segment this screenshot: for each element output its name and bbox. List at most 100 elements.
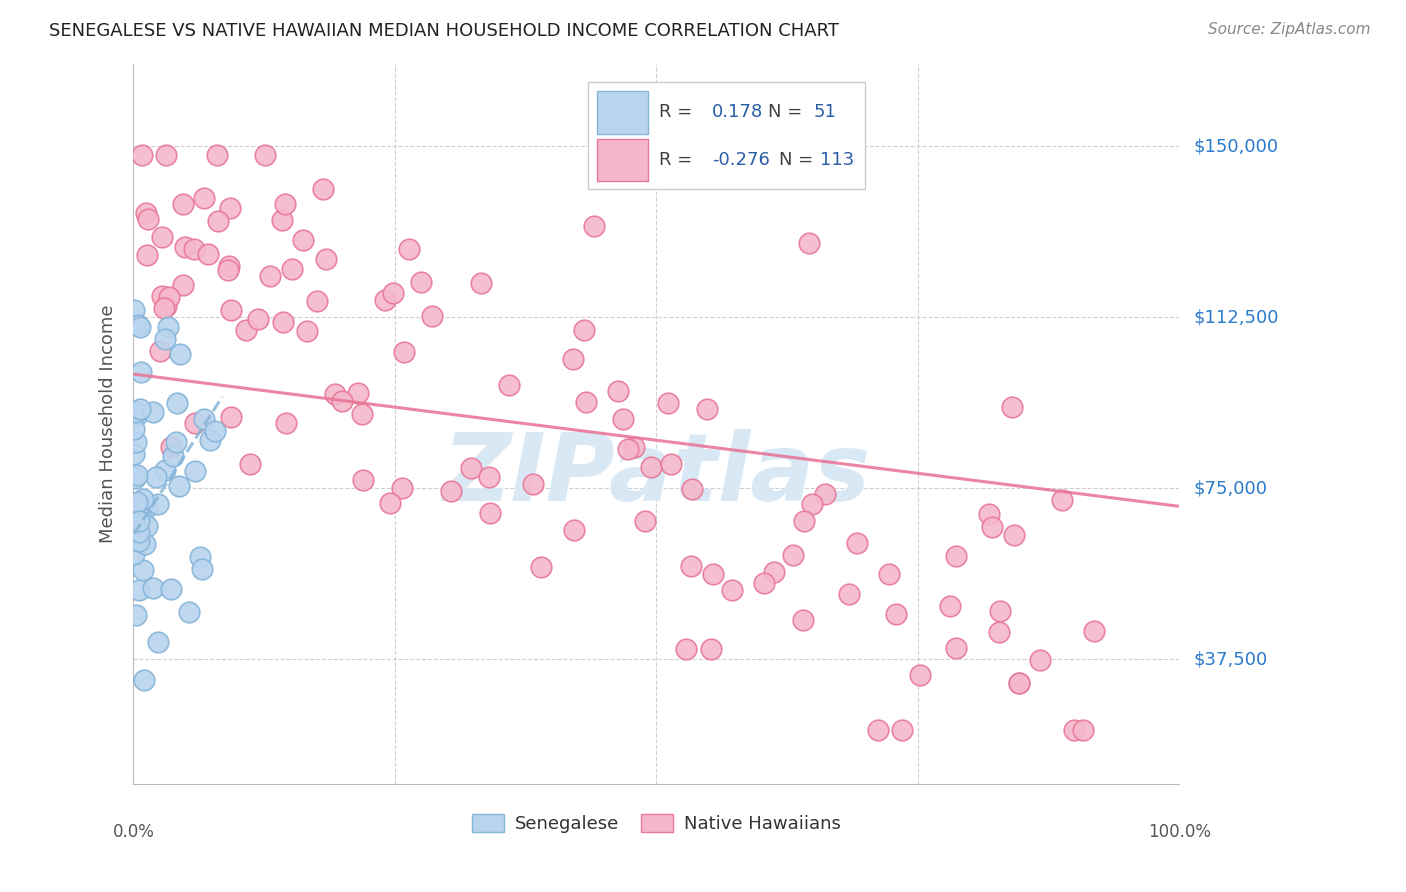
Point (409, 276, 432, 290)
Text: SENEGALESE VS NATIVE HAWAIIAN MEDIAN HOUSEHOLD INCOME CORRELATION CHART: SENEGALESE VS NATIVE HAWAIIAN MEDIAN HOU… (49, 22, 839, 40)
Point (1002, 528, 1025, 542)
Point (440, 484, 463, 499)
Point (352, 473, 374, 487)
Point (1063, 723, 1085, 737)
Text: $37,500: $37,500 (1194, 650, 1267, 668)
Point (295, 324, 318, 338)
Text: 51: 51 (813, 103, 837, 121)
Point (172, 197, 194, 211)
Point (311, 181, 333, 195)
Point (700, 641, 723, 656)
Point (235, 323, 257, 337)
Point (124, 498, 146, 512)
Text: 100.0%: 100.0% (1147, 823, 1211, 841)
Point (124, 547, 146, 561)
Point (131, 491, 153, 506)
Point (281, 262, 304, 277)
Point (124, 405, 146, 419)
Point (347, 386, 370, 401)
Point (702, 566, 724, 581)
Text: -0.276: -0.276 (711, 151, 769, 169)
Point (127, 524, 149, 539)
Point (129, 365, 152, 379)
Point (146, 635, 169, 649)
Point (150, 230, 173, 244)
Text: Source: ZipAtlas.com: Source: ZipAtlas.com (1208, 22, 1371, 37)
Point (136, 519, 159, 533)
Point (274, 196, 297, 211)
Point (378, 496, 401, 510)
Point (221, 409, 243, 424)
Point (155, 332, 177, 346)
Point (479, 506, 502, 520)
Point (460, 460, 482, 475)
Point (207, 214, 229, 228)
Point (271, 315, 294, 329)
Point (675, 641, 697, 656)
Point (124, 447, 146, 461)
Point (945, 640, 967, 655)
Point (323, 387, 346, 401)
Point (682, 483, 704, 497)
Point (315, 252, 337, 267)
Point (128, 402, 150, 417)
Point (183, 242, 205, 256)
Point (640, 459, 662, 474)
Point (394, 344, 416, 359)
Point (792, 613, 814, 627)
FancyBboxPatch shape (588, 82, 865, 189)
Point (572, 323, 595, 337)
Point (238, 457, 260, 471)
Point (184, 464, 207, 478)
Point (128, 514, 150, 528)
Point (422, 309, 444, 323)
Point (172, 278, 194, 293)
Point (138, 211, 160, 226)
Point (128, 582, 150, 597)
Point (606, 384, 628, 399)
Point (148, 497, 170, 511)
Point (562, 523, 585, 537)
Point (612, 412, 634, 426)
Point (478, 470, 501, 484)
Y-axis label: Median Household Income: Median Household Income (100, 305, 117, 543)
Point (218, 202, 240, 216)
Text: $112,500: $112,500 (1194, 308, 1278, 326)
Point (522, 476, 544, 491)
Point (124, 422, 146, 436)
Point (169, 347, 191, 361)
Point (124, 471, 146, 485)
Point (219, 302, 242, 317)
Point (814, 487, 837, 501)
Point (159, 441, 181, 455)
Point (153, 301, 176, 316)
Point (124, 404, 146, 418)
Point (155, 148, 177, 162)
Point (204, 425, 226, 439)
Legend: Senegalese, Native Hawaiians: Senegalese, Native Hawaiians (464, 807, 848, 840)
FancyBboxPatch shape (596, 92, 648, 134)
Point (155, 463, 177, 477)
Point (470, 276, 492, 290)
Point (134, 537, 156, 551)
Point (793, 514, 815, 528)
Point (253, 148, 276, 162)
Point (884, 607, 907, 621)
Point (193, 191, 215, 205)
Point (891, 723, 914, 737)
Point (157, 290, 180, 304)
Point (136, 248, 159, 262)
Point (938, 599, 960, 613)
Point (177, 605, 200, 619)
Point (330, 393, 353, 408)
Point (246, 312, 269, 326)
Point (191, 562, 214, 576)
Point (398, 242, 420, 256)
Text: R =: R = (659, 151, 699, 169)
Point (374, 293, 396, 307)
Text: 0.0%: 0.0% (112, 823, 155, 841)
Point (561, 352, 583, 367)
Point (910, 668, 932, 682)
Point (142, 405, 165, 419)
Point (205, 148, 228, 162)
